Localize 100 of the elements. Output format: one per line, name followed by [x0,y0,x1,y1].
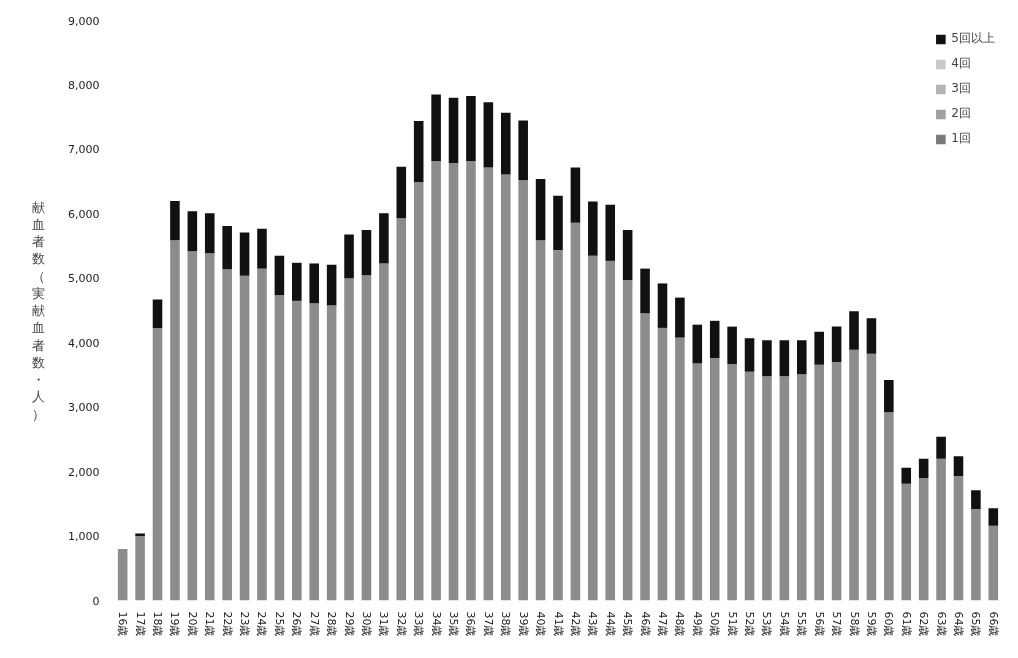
bar [692,324,703,364]
x-tick-label: 34歳 [429,611,443,637]
bar [936,436,946,459]
bar [152,327,163,601]
bar [831,362,842,601]
bar [309,263,320,304]
bar [257,268,267,601]
bar [117,548,128,601]
x-tick-label: 48歳 [673,611,687,637]
text: 献血者数（実献血者数・人） [32,199,46,422]
bar [918,478,929,601]
bar [744,338,755,372]
y-tick-label: 6,000 [68,207,100,221]
x-tick-label: 66歳 [986,611,1000,637]
bar [361,275,372,601]
bar [204,213,215,254]
bar [849,311,859,350]
x-tick-label: 30歳 [359,611,373,637]
bar [605,204,616,261]
bar [796,374,807,601]
bar [849,349,859,601]
x-tick-label: 43歳 [586,611,600,637]
bar [239,232,250,276]
bar [727,363,737,601]
y-tick-label: 1,000 [68,530,100,544]
bar [413,182,424,601]
x-tick-label: 20歳 [185,611,199,637]
bar [762,340,772,377]
x-tick-label: 28歳 [325,611,339,637]
bar [884,412,894,601]
x-tick-label: 19歳 [168,611,182,637]
bar [500,112,511,175]
bar [344,278,354,601]
bar [640,313,650,601]
legend-label: 5回以上 [951,30,995,47]
bar [622,280,633,601]
x-tick-label: 57歳 [830,611,844,637]
bar [135,533,145,537]
x-tick-label: 49歳 [690,611,704,637]
bar [379,263,389,601]
y-tick-label: 0 [92,594,100,608]
y-tick-label: 9,000 [68,14,100,28]
bar [274,295,285,601]
bar [535,240,546,601]
x-tick-label: 52歳 [743,611,757,637]
x-tick-label: 46歳 [638,611,652,637]
bar [588,201,598,256]
bar [535,179,546,241]
x-tick-label: 61歳 [899,611,913,637]
bar [466,160,476,601]
bar [709,358,720,601]
bar [657,327,668,601]
x-tick-label: 21歳 [203,611,217,637]
x-tick-label: 18歳 [151,611,165,637]
bar [170,200,180,241]
bar [483,102,494,168]
bar [762,376,772,601]
bar [796,340,807,375]
x-tick-label: 51歳 [725,611,739,637]
x-tick-label: 44歳 [603,611,617,637]
bar [518,120,528,181]
bar [413,121,424,183]
bar [257,228,267,269]
bar [170,240,180,601]
bar [187,211,198,252]
bar [622,229,633,281]
bar [588,255,598,601]
bar [326,264,337,306]
bar [814,364,824,601]
bar [953,456,964,477]
x-tick-label: 45歳 [621,611,635,637]
y-tick-label: 5,000 [68,272,100,286]
bar [884,380,894,413]
x-tick-label: 16歳 [116,611,130,637]
bar [396,166,407,219]
x-tick-label: 22歳 [220,611,234,637]
bar [727,326,737,364]
bar [640,268,650,314]
y-tick-label: 4,000 [68,336,100,350]
bar [971,490,981,509]
bar [222,226,232,270]
bar [988,508,999,526]
bar [605,260,616,601]
bar [309,303,320,601]
x-tick-label: 39歳 [516,611,530,637]
bar [274,255,285,296]
bar [292,262,302,301]
x-tick-label: 58歳 [847,611,861,637]
bar [779,376,790,601]
bar [814,331,824,365]
bar [570,222,581,601]
x-tick-label: 17歳 [133,611,147,637]
bar [239,275,250,601]
bar [675,297,685,338]
bar [657,283,668,328]
x-tick-label: 26歳 [290,611,304,637]
bar [901,467,912,484]
bar [709,320,720,359]
bar [396,218,407,601]
x-tick-label: 29歳 [342,611,356,637]
